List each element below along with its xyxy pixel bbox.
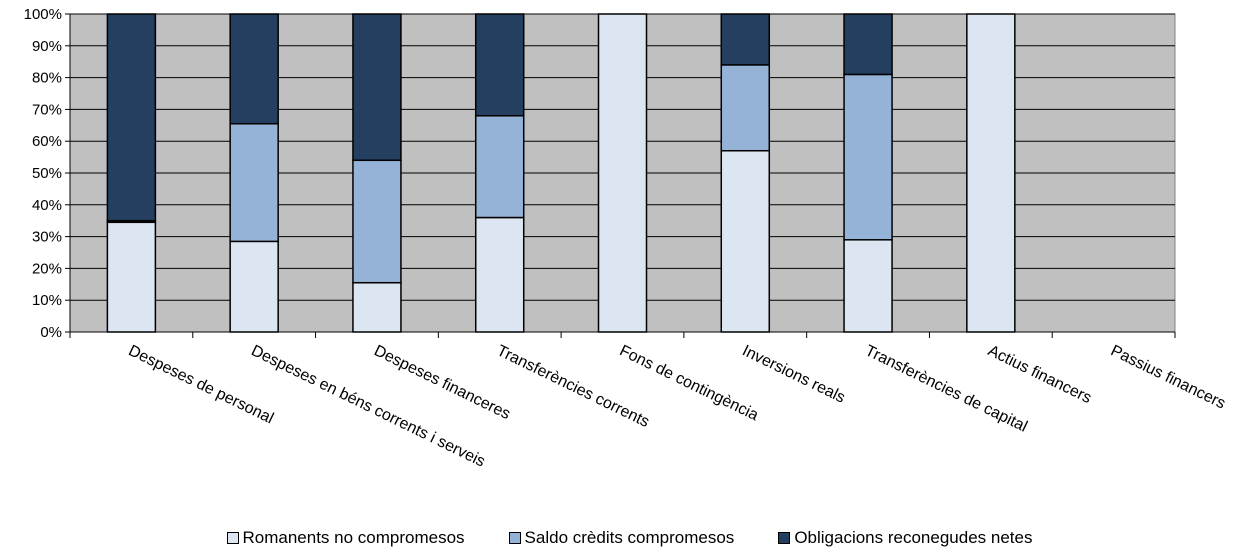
y-tick-label: 50% xyxy=(32,165,62,182)
y-tick-label: 40% xyxy=(32,197,62,214)
y-tick-label: 70% xyxy=(32,101,62,118)
legend-item: Obligacions reconegudes netes xyxy=(778,528,1032,548)
y-tick-label: 20% xyxy=(32,260,62,277)
bars xyxy=(106,13,1016,333)
x-tick-label: Inversions reals xyxy=(740,342,848,406)
y-tick-label: 90% xyxy=(32,38,62,55)
y-tick-label: 60% xyxy=(32,133,62,150)
bar-segment-3 xyxy=(843,13,893,76)
y-tick-label: 80% xyxy=(32,70,62,87)
bar-segment-1 xyxy=(474,216,525,333)
legend-swatch xyxy=(508,532,521,544)
bar-segment-1 xyxy=(720,149,771,333)
y-axis: 0% 10% 20% 30% 40% 50% 60% 70% 80% 90% 100% xyxy=(24,6,71,341)
y-tick-label: 10% xyxy=(32,292,62,309)
legend-label: Romanents no compromesos xyxy=(242,528,465,547)
bar-segment-3 xyxy=(474,13,525,117)
bar-segment-2 xyxy=(474,115,525,219)
bar-segment-2 xyxy=(229,122,279,243)
bar-segment-3 xyxy=(106,13,157,222)
bar-segment-1 xyxy=(966,13,1016,333)
bar-segment-3 xyxy=(352,13,402,162)
legend-label: Obligacions reconegudes netes xyxy=(794,528,1033,547)
bar-segment-3 xyxy=(720,13,771,66)
bar-segment-1 xyxy=(597,13,648,333)
bar-segment-2 xyxy=(720,64,771,152)
legend-swatch xyxy=(226,532,239,544)
legend: Romanents no compromesos Saldo crèdits co… xyxy=(0,528,1259,548)
legend-label: Saldo crèdits compromesos xyxy=(524,528,735,547)
bar-segment-2 xyxy=(352,159,402,284)
legend-swatch xyxy=(778,532,791,544)
legend-item: Saldo crèdits compromesos xyxy=(508,528,735,548)
bar-segment-1 xyxy=(352,281,402,333)
x-tick-label: Despeses en béns corrents i serveis xyxy=(248,342,487,470)
bar-segment-1 xyxy=(229,240,279,333)
y-tick-label: 100% xyxy=(24,6,62,23)
legend-item: Romanents no compromesos xyxy=(226,528,465,548)
x-tick-label: Actius financers xyxy=(985,342,1094,407)
y-tick-label: 30% xyxy=(32,229,62,246)
bar-segment-1 xyxy=(843,239,893,333)
stacked-bar-chart: 0% 10% 20% 30% 40% 50% 60% 70% 80% 90% 100% Despes… xyxy=(24,6,1228,471)
y-tick-label: 0% xyxy=(40,324,62,341)
x-tick-label: Passius financers xyxy=(1108,342,1228,412)
bar-segment-2 xyxy=(843,73,893,241)
bar-segment-1 xyxy=(106,221,157,333)
bar-segment-3 xyxy=(229,13,279,125)
